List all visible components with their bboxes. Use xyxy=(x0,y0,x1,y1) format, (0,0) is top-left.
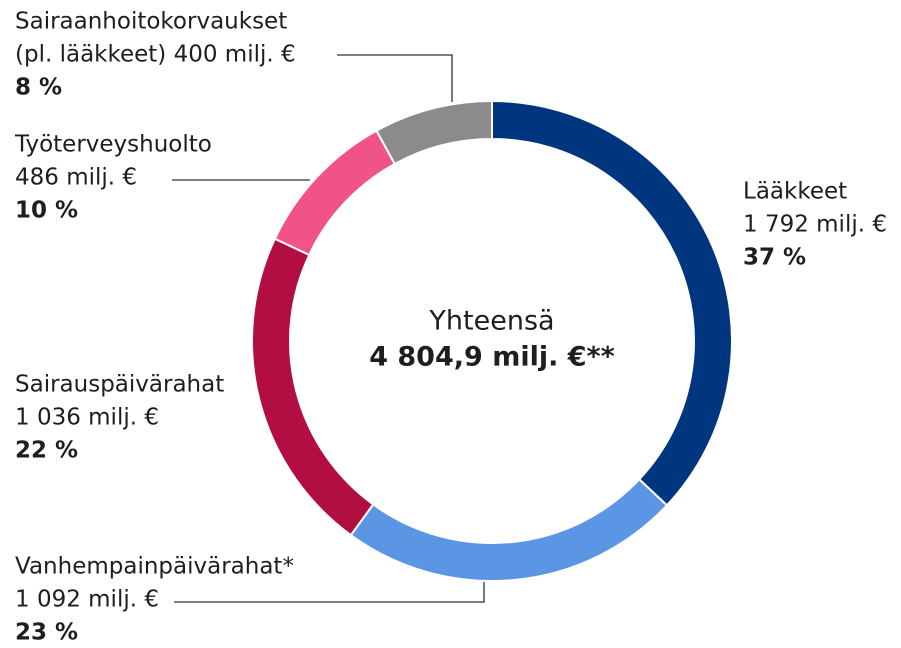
slice-category: Vanhempainpäivärahat* xyxy=(15,554,294,580)
slice-amount: 1 792 milj. € xyxy=(743,212,887,238)
leader-line xyxy=(337,54,453,102)
donut-slice xyxy=(251,237,375,537)
center-title: Yhteensä xyxy=(428,306,554,337)
slice-category: Sairauspäivärahat xyxy=(15,372,224,398)
donut-slice xyxy=(491,99,733,507)
slice-percent: 10 % xyxy=(15,198,78,224)
slice-percent: 37 % xyxy=(743,245,806,271)
slice-percent: 8 % xyxy=(15,75,62,101)
slice-amount: 1 092 milj. € xyxy=(15,587,159,613)
slice-percent: 22 % xyxy=(15,438,78,464)
center-total: 4 804,9 milj. €** xyxy=(369,342,615,373)
donut-slice xyxy=(273,129,397,257)
slice-category: Lääkkeet xyxy=(743,179,847,205)
leader-line xyxy=(174,582,485,603)
donut-slice xyxy=(349,477,669,582)
slice-amount: 1 036 milj. € xyxy=(15,405,159,431)
slice-percent: 23 % xyxy=(15,620,78,645)
donut-slice xyxy=(375,99,493,166)
slice-amount: (pl. lääkkeet) 400 milj. € xyxy=(15,42,296,68)
slice-amount: 486 milj. € xyxy=(15,165,137,191)
slice-category: Sairaanhoitokorvaukset xyxy=(15,9,287,35)
slice-category: Työterveyshuolto xyxy=(14,132,212,158)
